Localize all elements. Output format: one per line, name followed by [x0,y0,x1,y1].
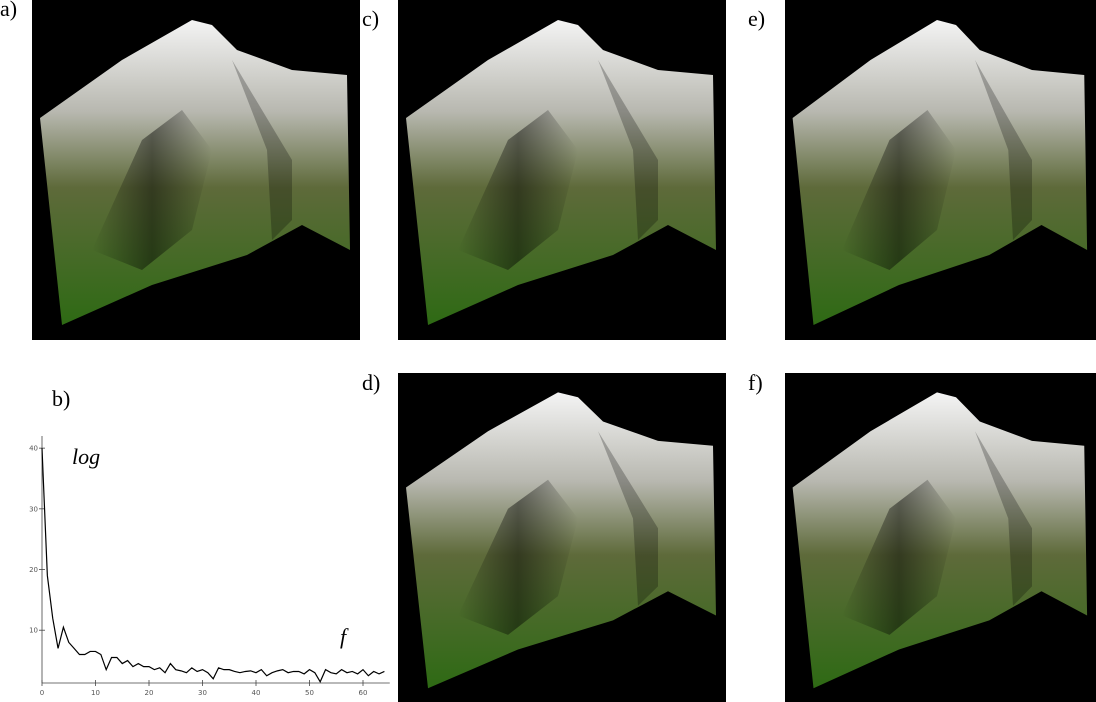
y-tick-label: 40 [29,445,38,453]
spectrum-line [41,448,385,684]
x-tick-label: 50 [305,689,314,697]
terrain-image [32,0,360,340]
x-tick-label: 0 [40,689,44,697]
panel-label: b) [52,386,70,411]
panel-label: f) [748,370,763,395]
x-tick-label: 60 [359,689,368,697]
panel-label: a) [0,0,17,21]
y-tick-label: 30 [29,505,38,513]
terrain-image [785,0,1096,340]
terrain-image [398,0,726,340]
x-tick-label: 20 [145,689,154,697]
annotation: f [340,624,349,649]
x-tick-label: 30 [198,689,207,697]
x-tick-label: 10 [91,689,100,697]
y-tick-label: 20 [29,566,38,574]
panel-label: c) [362,6,379,31]
terrain-image [398,373,726,702]
terrain-image [785,373,1096,702]
y-tick-label: 10 [29,627,38,635]
panel-label: e) [748,6,765,31]
annotation: log [72,444,100,469]
panel-label: d) [362,370,380,395]
x-tick-label: 40 [252,689,261,697]
